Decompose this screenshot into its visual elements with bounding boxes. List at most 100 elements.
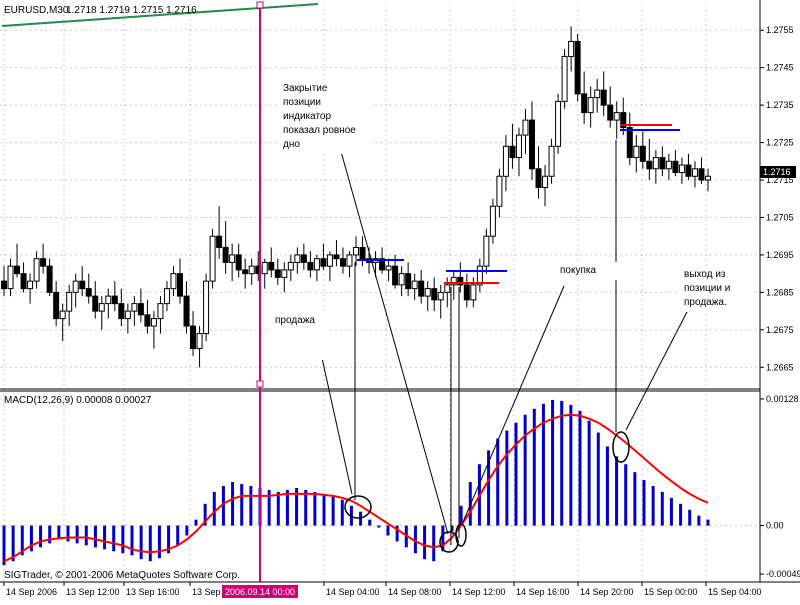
price-tick-label: 1.2755 <box>766 25 794 35</box>
macd-bar <box>669 497 673 526</box>
candle <box>216 206 223 259</box>
time-tick-label: 14 Sep 04:00 <box>326 587 380 597</box>
price-scale[interactable]: 1.2755 1.2745 1.2735 1.2725 1.2715 1.2705 1.26… <box>760 25 794 372</box>
candle <box>659 146 666 177</box>
candle-body-bull <box>294 254 301 263</box>
macd-signal-line <box>3 413 709 563</box>
cursor-handle[interactable] <box>256 380 264 388</box>
candle-body-bear <box>392 265 399 286</box>
candle-body-bull <box>542 175 549 189</box>
candle <box>170 266 177 297</box>
macd-bar <box>697 515 701 526</box>
highlight-circle <box>455 523 467 547</box>
candle <box>27 273 34 304</box>
candle-body-bull <box>496 175 503 207</box>
macd-bar <box>240 484 244 526</box>
time-tick-label: 15 Sep 04:00 <box>708 587 762 597</box>
candle-body-bear <box>118 303 125 320</box>
candle <box>633 135 640 173</box>
macd-bar <box>157 525 161 559</box>
candle-body-bull <box>678 164 685 174</box>
candle <box>398 266 405 297</box>
candle <box>72 273 79 308</box>
macd-bar <box>185 525 189 536</box>
candle <box>124 303 131 334</box>
candle <box>242 258 249 289</box>
candle-body-bear <box>685 164 692 177</box>
candle <box>489 198 496 244</box>
macd-tick-label: 0.00128 <box>766 394 799 404</box>
macd-bar <box>112 525 116 552</box>
candle-body-bull <box>27 280 34 290</box>
macd-bar <box>706 519 710 526</box>
candle <box>40 243 47 274</box>
candle-body-bull <box>98 303 105 312</box>
macd-bar <box>569 404 573 526</box>
candle <box>346 251 353 278</box>
candle-body-bear <box>137 303 144 316</box>
candle <box>92 281 99 319</box>
macd-bar <box>203 503 207 526</box>
time-tick-label: 13 Sep 16:00 <box>126 587 180 597</box>
macd-label: MACD(12,26,9) 0.00008 0.00027 <box>4 395 152 406</box>
candle <box>20 262 27 293</box>
time-tick-label: 14 Sep 16:00 <box>516 587 570 597</box>
candle-body-bear <box>620 112 627 129</box>
macd-bar <box>66 525 70 542</box>
candle <box>646 138 653 181</box>
candle-body-bull <box>633 145 640 159</box>
macd-bar <box>651 486 655 526</box>
macd-bar <box>551 399 555 526</box>
candle-body-bull <box>555 100 562 147</box>
macd-bar <box>313 491 317 526</box>
candle-body-bear <box>111 295 118 305</box>
candle-body-bull <box>196 333 203 350</box>
candle <box>307 251 314 278</box>
macd-bar <box>423 525 427 560</box>
macd-bar <box>523 414 527 526</box>
macd-bar <box>441 525 445 552</box>
macd-bar <box>2 525 6 566</box>
candle <box>574 33 581 102</box>
macd-bar <box>121 525 125 554</box>
candle <box>476 258 483 293</box>
macd-bar <box>221 486 225 526</box>
time-tick-label: 14 Sep 2006 <box>6 587 57 597</box>
macd-scale[interactable]: 0.00128 0.00 -0.00049 <box>760 394 800 579</box>
macd-bar <box>487 450 491 526</box>
candle-body-bear <box>379 258 386 271</box>
candle-body-bull <box>105 295 112 305</box>
price-tick-label: 1.2705 <box>766 212 794 222</box>
current-price-label: 1.2716 <box>763 167 791 177</box>
macd-bar <box>322 493 326 526</box>
macd-bar <box>75 525 79 544</box>
macd-bar <box>48 525 52 544</box>
candle-body-bull <box>131 303 138 312</box>
candle <box>678 157 685 184</box>
candle-body-bull <box>522 119 529 136</box>
candle-body-bull <box>515 134 522 159</box>
macd-bar <box>368 519 372 526</box>
annotation-buy: покупка <box>556 262 620 280</box>
macd-bar <box>688 509 692 526</box>
candle-body-bull <box>705 175 711 181</box>
candle <box>150 311 157 349</box>
candle <box>137 288 144 323</box>
candle-body-bull <box>157 303 164 320</box>
trend-line[interactable] <box>1 3 319 27</box>
macd-bar <box>340 499 344 526</box>
candle-body-bull <box>652 157 659 170</box>
macd-bar <box>84 525 88 546</box>
candle-body-bear <box>535 168 542 189</box>
candle-body-bull <box>326 254 333 267</box>
candle <box>326 251 333 282</box>
candle <box>222 221 229 274</box>
candle <box>698 157 705 184</box>
time-tick-label: 14 Sep 20:00 <box>580 587 634 597</box>
time-scale[interactable]: 14 Sep 2006 13 Sep 12:00 13 Sep 16:00 13 Se… <box>3 582 762 597</box>
macd-bar <box>514 422 518 526</box>
candle-body-bull <box>33 258 40 282</box>
cursor-handle[interactable] <box>256 1 264 9</box>
